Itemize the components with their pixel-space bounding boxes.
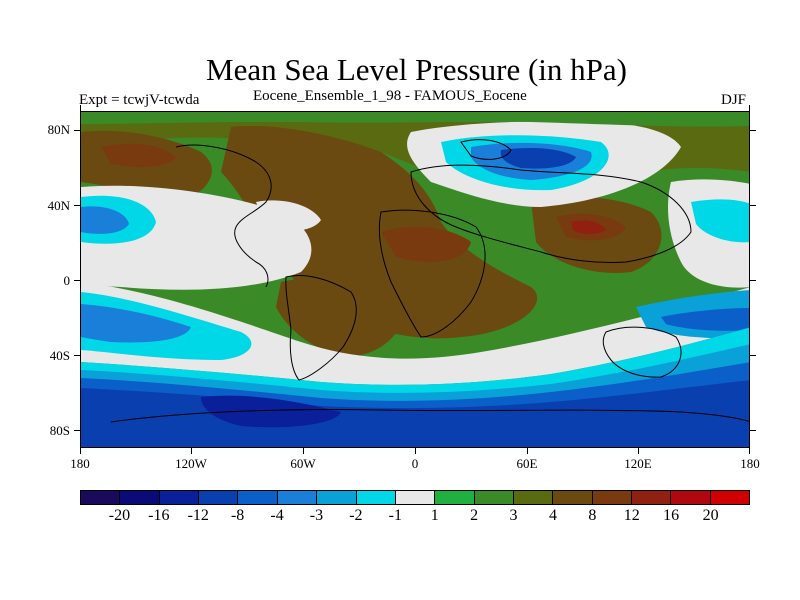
season-label: DJF — [721, 92, 747, 108]
ensemble-label: Eocene_Ensemble_1_98 - FAMOUS_Eocene — [253, 88, 527, 104]
colorbar-label: -3 — [309, 507, 324, 524]
map-field-navy-southern-ocean — [201, 395, 341, 428]
lon-tick-60e: 60E — [516, 456, 538, 471]
colorbar — [80, 490, 750, 505]
map-field-cyan-east — [691, 199, 749, 243]
map-field-rust-africa — [381, 226, 471, 262]
map-field-green-northpole — [81, 112, 749, 127]
colorbar-box — [317, 491, 357, 504]
colorbar-label: 8 — [588, 507, 597, 524]
chart-title: Mean Sea Level Pressure (in hPa) — [206, 52, 627, 87]
colorbar-label: 1 — [430, 507, 439, 524]
colorbar-box — [513, 491, 554, 504]
map-field-rust-pacific — [101, 143, 176, 168]
axis-tick-mark — [749, 105, 750, 111]
coastline-antarctica — [110, 409, 749, 423]
map-field-brown-southamerica — [276, 277, 404, 357]
axis-tick-mark — [750, 205, 756, 206]
lon-tick-120e: 120E — [624, 456, 652, 471]
coastlines — [110, 139, 749, 423]
colorbar-label: -2 — [349, 507, 363, 524]
axis-tick-mark — [303, 448, 304, 454]
map-field-darkblue-southern-ocean — [81, 380, 749, 447]
axis-tick-mark — [750, 430, 756, 431]
axis-tick-mark — [80, 448, 81, 454]
map-field-white-south — [81, 282, 749, 385]
colorbar-label: -1 — [388, 507, 402, 524]
colorbar-label: -12 — [187, 507, 209, 524]
colorbar-box — [199, 491, 239, 504]
map-field-blue-southpacific — [81, 304, 191, 343]
colorbar-box — [277, 491, 318, 504]
lat-tick-40n: 40N — [47, 198, 70, 213]
lon-tick-180-west: 180 — [70, 456, 90, 471]
lon-tick-0: 0 — [411, 456, 419, 471]
coastline-greenland — [460, 139, 512, 160]
lon-tick-120w: 120W — [175, 456, 207, 471]
colorbar-box — [710, 491, 750, 504]
colorbar-label: 20 — [702, 507, 719, 524]
colorbar-box — [159, 491, 200, 504]
experiment-label: Expt = tcwjV-tcwda — [79, 92, 200, 108]
colorbar-box — [632, 491, 672, 504]
colorbar-label: 4 — [548, 507, 557, 524]
coastline-north-america — [175, 144, 272, 288]
colorbar-box — [395, 491, 436, 504]
axis-tick-mark — [74, 205, 80, 206]
colorbar-box — [435, 491, 475, 504]
axis-tick-mark — [74, 130, 80, 131]
colorbar-label: -8 — [230, 507, 245, 524]
axis-tick-mark — [80, 105, 81, 111]
axis-tick-mark — [415, 448, 416, 454]
map-field-white-atlantic — [256, 200, 321, 232]
colorbar-box — [81, 491, 121, 504]
lon-tick-180-east: 180 — [740, 456, 760, 471]
axis-tick-mark — [750, 130, 756, 131]
colorbar-label: -4 — [270, 507, 284, 524]
axis-tick-mark — [191, 448, 192, 454]
axis-tick-mark — [527, 448, 528, 454]
colorbar-label: -16 — [148, 507, 170, 524]
lat-tick-80s: 80S — [49, 423, 70, 438]
map-field-blue-west — [81, 206, 129, 234]
colorbar-box — [474, 491, 514, 504]
axis-tick-mark — [749, 448, 750, 454]
axis-tick-mark — [74, 280, 80, 281]
map-field-red-asia — [571, 220, 606, 235]
colorbar-label: 12 — [623, 507, 640, 524]
lat-tick-40s: 40S — [49, 348, 70, 363]
colorbar-box — [553, 491, 593, 504]
axis-tick-mark — [74, 430, 80, 431]
colorbar-box — [238, 491, 278, 504]
colorbar-label: 2 — [470, 507, 479, 524]
colorbar-box — [356, 491, 396, 504]
colorbar-label: 16 — [663, 507, 680, 524]
coastline-south-america — [285, 274, 357, 381]
axis-tick-mark — [638, 448, 639, 454]
map-field-darkblue-arctic — [500, 148, 576, 169]
colorbar-box — [120, 491, 160, 504]
map-field-midblue-southeast — [661, 308, 749, 331]
axis-tick-mark — [750, 355, 756, 356]
axis-tick-mark — [750, 280, 756, 281]
colorbar-label: -20 — [108, 507, 131, 524]
lat-tick-80n: 80N — [47, 122, 70, 137]
lon-tick-60w: 60W — [290, 456, 316, 471]
colorbar-label: 3 — [509, 507, 518, 524]
colorbar-box — [671, 491, 711, 504]
pressure-map — [80, 111, 750, 448]
axis-tick-mark — [74, 355, 80, 356]
map-canvas — [81, 112, 749, 447]
coastline-australia — [602, 326, 682, 378]
colorbar-box — [592, 491, 633, 504]
lat-tick-0: 0 — [63, 273, 71, 288]
coastline-africa — [378, 209, 486, 338]
coastline-eurasia — [410, 164, 692, 263]
